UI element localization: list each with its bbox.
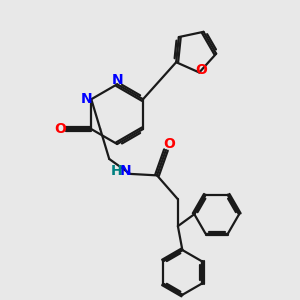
Text: O: O — [195, 62, 207, 76]
Text: H: H — [111, 164, 122, 178]
Text: O: O — [163, 137, 175, 151]
Text: N: N — [120, 164, 131, 178]
Text: N: N — [81, 92, 93, 106]
Text: N: N — [111, 73, 123, 87]
Text: O: O — [54, 122, 66, 136]
